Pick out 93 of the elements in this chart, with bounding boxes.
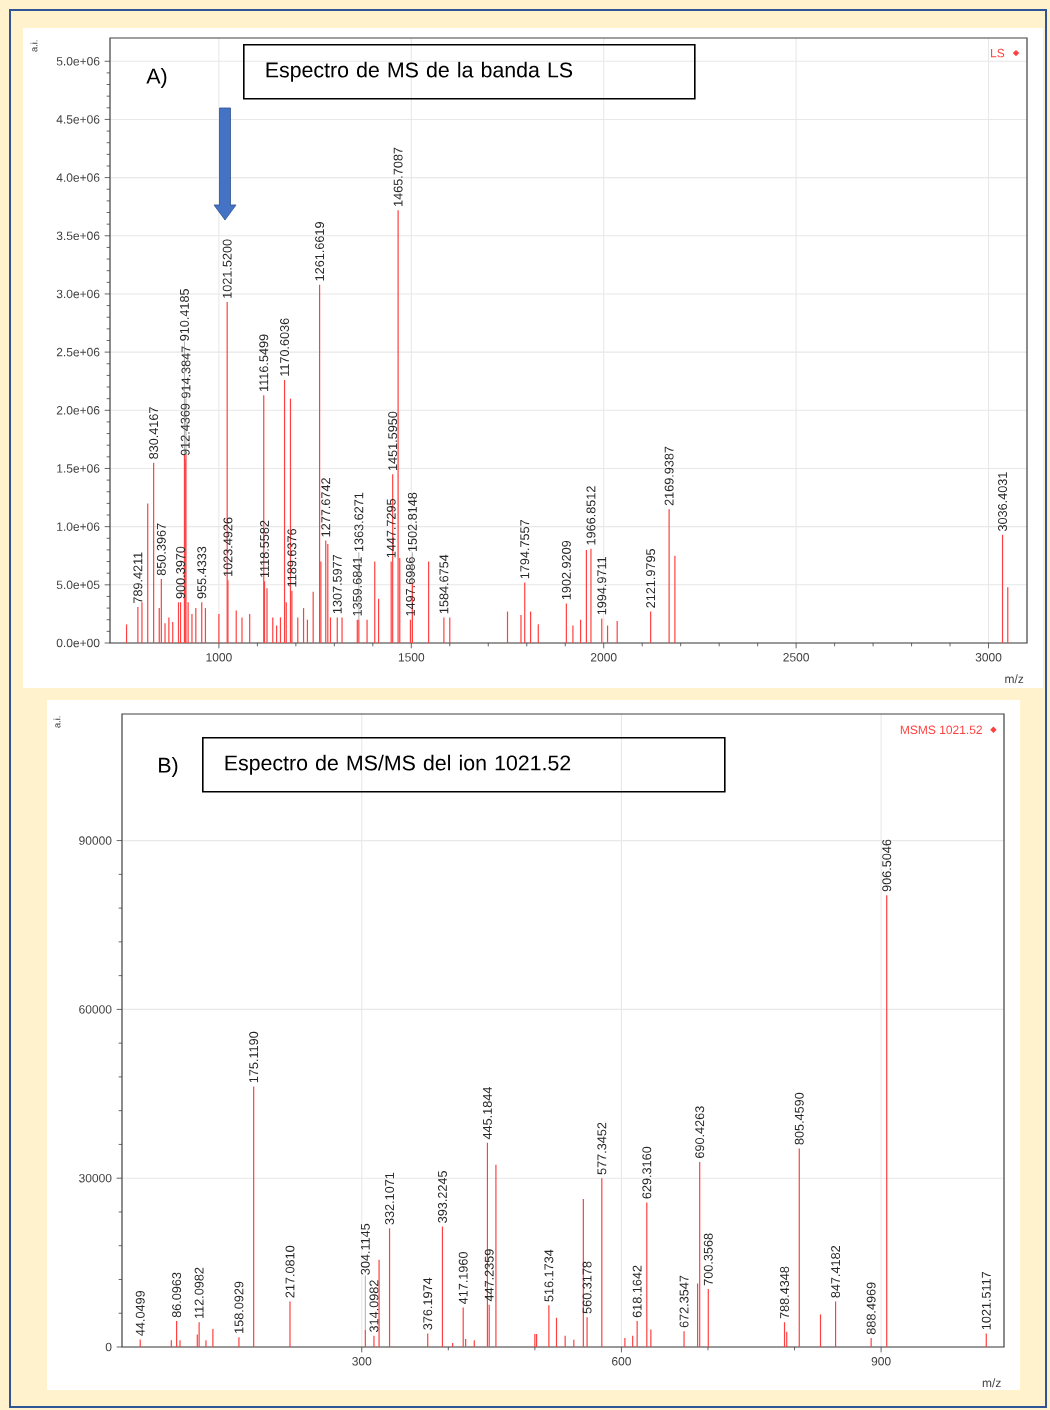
annotation: 1966.8512 (586, 486, 596, 545)
annotation: 1021.5200 (222, 239, 232, 298)
x-tick-label: 900 (871, 1357, 891, 1366)
annotation: 629.3160 (642, 1146, 652, 1199)
annotation: 1451.5950 (388, 411, 398, 471)
annotation: 577.3452 (597, 1122, 607, 1175)
legend-label: MSMS 1021.52 (900, 725, 982, 735)
y-tick-label: 4.0e+06 (56, 173, 100, 182)
annotation: 393.2245 (437, 1171, 447, 1223)
annotation: 690.4263 (695, 1106, 705, 1158)
x-tick-label: 3000 (975, 653, 1002, 662)
annotation: 1994.9711 (597, 556, 607, 615)
x-axis-title: m/z (1005, 674, 1024, 684)
y-tick-label: 0 (105, 1342, 112, 1352)
y-tick-label: 3.0e+06 (56, 289, 100, 299)
annotation: 805.4590 (794, 1092, 804, 1145)
annotation: 1447.7295 (386, 498, 396, 558)
annotation: 910.4185 (179, 289, 189, 341)
x-tick-label: 2000 (590, 653, 617, 662)
y-tick-label: 0.0e+00 (56, 638, 100, 648)
annotation: 445.1844 (482, 1087, 492, 1140)
y-axis-title: a.i. (30, 40, 38, 52)
annotation: 158.0929 (234, 1281, 244, 1333)
annotation: 1261.6619 (315, 222, 325, 281)
annotation: 3036.4031 (998, 472, 1008, 532)
annotation: 1363.6271 (354, 492, 364, 552)
annotation: 850.3967 (156, 523, 166, 576)
x-tick-label: 300 (352, 1357, 372, 1366)
annotation: 2169.9387 (664, 446, 674, 506)
y-tick-label: 1.5e+06 (57, 464, 100, 473)
annotation: 332.1071 (385, 1172, 395, 1225)
annotation: 44.0499 (135, 1290, 145, 1336)
annotation: 112.0982 (194, 1267, 204, 1319)
annotation: 1023.4926 (223, 517, 233, 576)
annotation: 788.4348 (780, 1266, 790, 1319)
annotation: 1118.5582 (260, 520, 270, 578)
text: Espectro de MS/MS del ion 1021.52 (225, 754, 571, 775)
annotation: 1497.6986 (405, 557, 415, 616)
y-tick-label: 2.0e+06 (56, 406, 100, 415)
x-axis-title: m/z (982, 1378, 1001, 1388)
y-tick-label: 5.0e+06 (56, 57, 100, 66)
annotation: 304.1145 (360, 1223, 370, 1275)
annotation: 618.1642 (632, 1265, 642, 1318)
y-tick-label: 5.0e+05 (56, 580, 100, 590)
annotation: 830.4167 (149, 407, 159, 459)
annotation: A) (146, 68, 167, 88)
annotation: 1465.7087 (393, 147, 403, 206)
annotation: 1902.9209 (561, 540, 571, 600)
x-tick-label: 1500 (398, 653, 425, 662)
annotation: B) (159, 757, 178, 777)
legend-label: LS (991, 48, 1005, 58)
x-tick-label: 600 (612, 1357, 631, 1366)
annotation: 955.4333 (197, 546, 207, 599)
annotation: 1116.5499 (259, 334, 269, 391)
annotation: 789.4211 (133, 552, 143, 604)
annotation: 86.0963 (172, 1272, 182, 1318)
annotation: 1502.8148 (407, 492, 417, 552)
y-tick-label: 1.0e+06 (57, 522, 100, 531)
annotation: 560.3178 (582, 1261, 592, 1314)
x-tick-label: 2500 (783, 653, 809, 662)
y-tick-label: 4.5e+06 (56, 115, 100, 124)
annotation: 847.4182 (831, 1245, 841, 1298)
annotation: 314.0982 (369, 1280, 379, 1332)
annotation: 914.3847 (181, 346, 191, 399)
annotation: 888.4969 (866, 1282, 876, 1335)
annotation: 906.5046 (882, 839, 892, 892)
y-tick-label: 2.5e+06 (56, 347, 100, 357)
annotation: 700.3568 (703, 1233, 713, 1286)
annotation: 1584.6754 (439, 554, 449, 614)
annotation: 2121.9795 (646, 548, 656, 608)
annotation: 672.3547 (679, 1275, 689, 1328)
x-tick-label: 1000 (206, 653, 232, 662)
annotation: 1794.7557 (520, 519, 530, 579)
annotation: 516.1734 (544, 1249, 554, 1302)
annotation: 900.3970 (176, 546, 186, 599)
text: Espectro de MS de la banda LS (266, 61, 573, 82)
annotation: 376.1974 (423, 1277, 433, 1330)
annotation: 1170.6036 (280, 318, 290, 376)
annotation: 1359.6841 (352, 557, 362, 616)
y-axis-title: a.i. (53, 716, 61, 728)
annotation: 912.4369 (180, 403, 190, 456)
annotation: 417.1960 (458, 1252, 468, 1305)
y-tick-label: 3.5e+06 (56, 231, 100, 241)
y-tick-label: 90000 (79, 836, 112, 845)
annotation: 1277.6742 (321, 478, 331, 537)
annotation: 217.0810 (285, 1245, 295, 1298)
y-tick-label: 30000 (79, 1173, 112, 1183)
annotation: 447.2359 (484, 1249, 494, 1302)
annotation: 175.1190 (249, 1031, 259, 1083)
annotation: 1307.5977 (332, 554, 342, 614)
annotation: 1021.5117 (981, 1271, 991, 1330)
annotation: 1189.6376 (287, 529, 297, 587)
y-tick-label: 60000 (79, 1005, 112, 1014)
